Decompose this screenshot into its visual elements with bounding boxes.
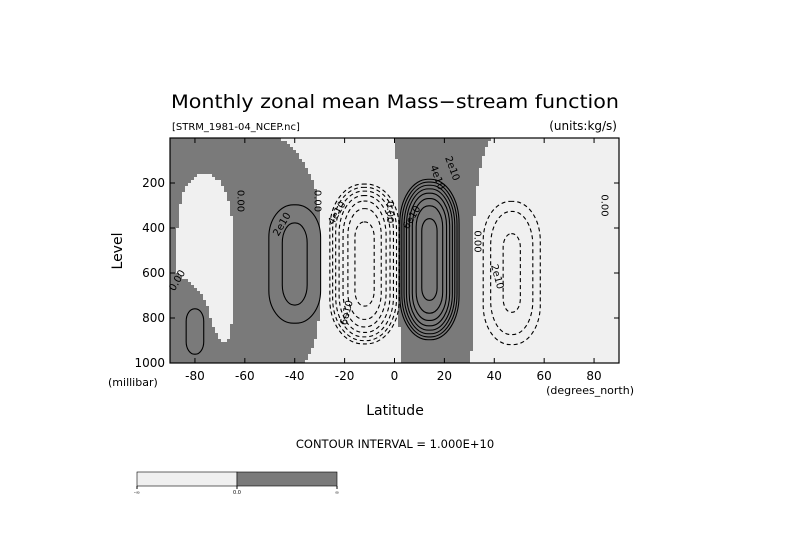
y-tick-label: 800	[142, 311, 165, 325]
x-tick-label: -40	[285, 369, 305, 383]
x-tick-label: -60	[235, 369, 255, 383]
colorbar: -∞ 0.0 ∞	[134, 471, 339, 496]
positive-contour	[281, 222, 308, 306]
x-tick-label: 20	[437, 369, 452, 383]
x-tick-label: 60	[537, 369, 552, 383]
positive-contour	[399, 178, 460, 341]
contour-interval-text: CONTOUR INTERVAL = 1.000E+10	[296, 437, 494, 451]
positive-contour	[401, 181, 458, 338]
colorbar-positive-swatch	[236, 471, 338, 487]
y-unit-label: (millibar)	[108, 376, 158, 389]
positive-contour	[405, 188, 453, 331]
x-tick-label: -20	[335, 369, 355, 383]
positive-contour	[403, 184, 456, 335]
contour-label: 0.00	[471, 230, 482, 252]
negative-contour	[335, 190, 395, 338]
negative-contour	[490, 210, 534, 336]
y-tick-label: 600	[142, 266, 165, 280]
y-tick-label: 400	[142, 221, 165, 235]
positive-contour	[415, 205, 444, 314]
y-axis-label: Level	[110, 233, 126, 270]
negative-contour	[332, 186, 398, 342]
x-tick-label: 40	[487, 369, 502, 383]
positive-contour	[268, 204, 322, 324]
contour-label: 0.00	[234, 190, 245, 212]
contour-label: 0.00	[599, 194, 610, 216]
positive-contour	[411, 197, 448, 322]
positive-contour	[408, 192, 451, 327]
x-unit-label: (degrees_north)	[546, 384, 634, 397]
file-label: [STRM_1981-04_NCEP.nc]	[172, 122, 300, 133]
negative-contour	[338, 195, 391, 333]
negative-contour	[342, 200, 387, 328]
y-tick-label: 1000	[134, 356, 165, 370]
units-label: (units:kg/s)	[549, 119, 617, 133]
contour-lines	[185, 178, 541, 355]
x-axis-label: Latitude	[366, 403, 424, 419]
negative-contour	[354, 221, 375, 307]
positive-contour	[185, 308, 205, 355]
x-tick-label: -80	[185, 369, 205, 383]
colorbar-label-max: ∞	[335, 490, 339, 496]
negative-contour	[482, 200, 541, 346]
x-tick-label: 80	[586, 369, 601, 383]
y-axis: 200 400 600 800 1000	[134, 176, 619, 370]
y-tick-label: 200	[142, 176, 165, 190]
positive-contour	[421, 218, 438, 301]
colorbar-negative-swatch	[136, 471, 238, 487]
x-tick-label: 0	[391, 369, 399, 383]
colorbar-label-zero: 0.0	[233, 490, 241, 496]
negative-contour	[502, 233, 521, 313]
contour-label: 0.00	[384, 201, 395, 223]
chart-title: Monthly zonal mean Mass−stream function	[171, 91, 619, 113]
colorbar-label-min: -∞	[134, 490, 140, 496]
contour-label: 0.00	[312, 190, 323, 212]
x-axis: -80 -60 -40 -20 0 20 40 60 80	[185, 138, 602, 383]
negative-contour	[347, 208, 382, 320]
